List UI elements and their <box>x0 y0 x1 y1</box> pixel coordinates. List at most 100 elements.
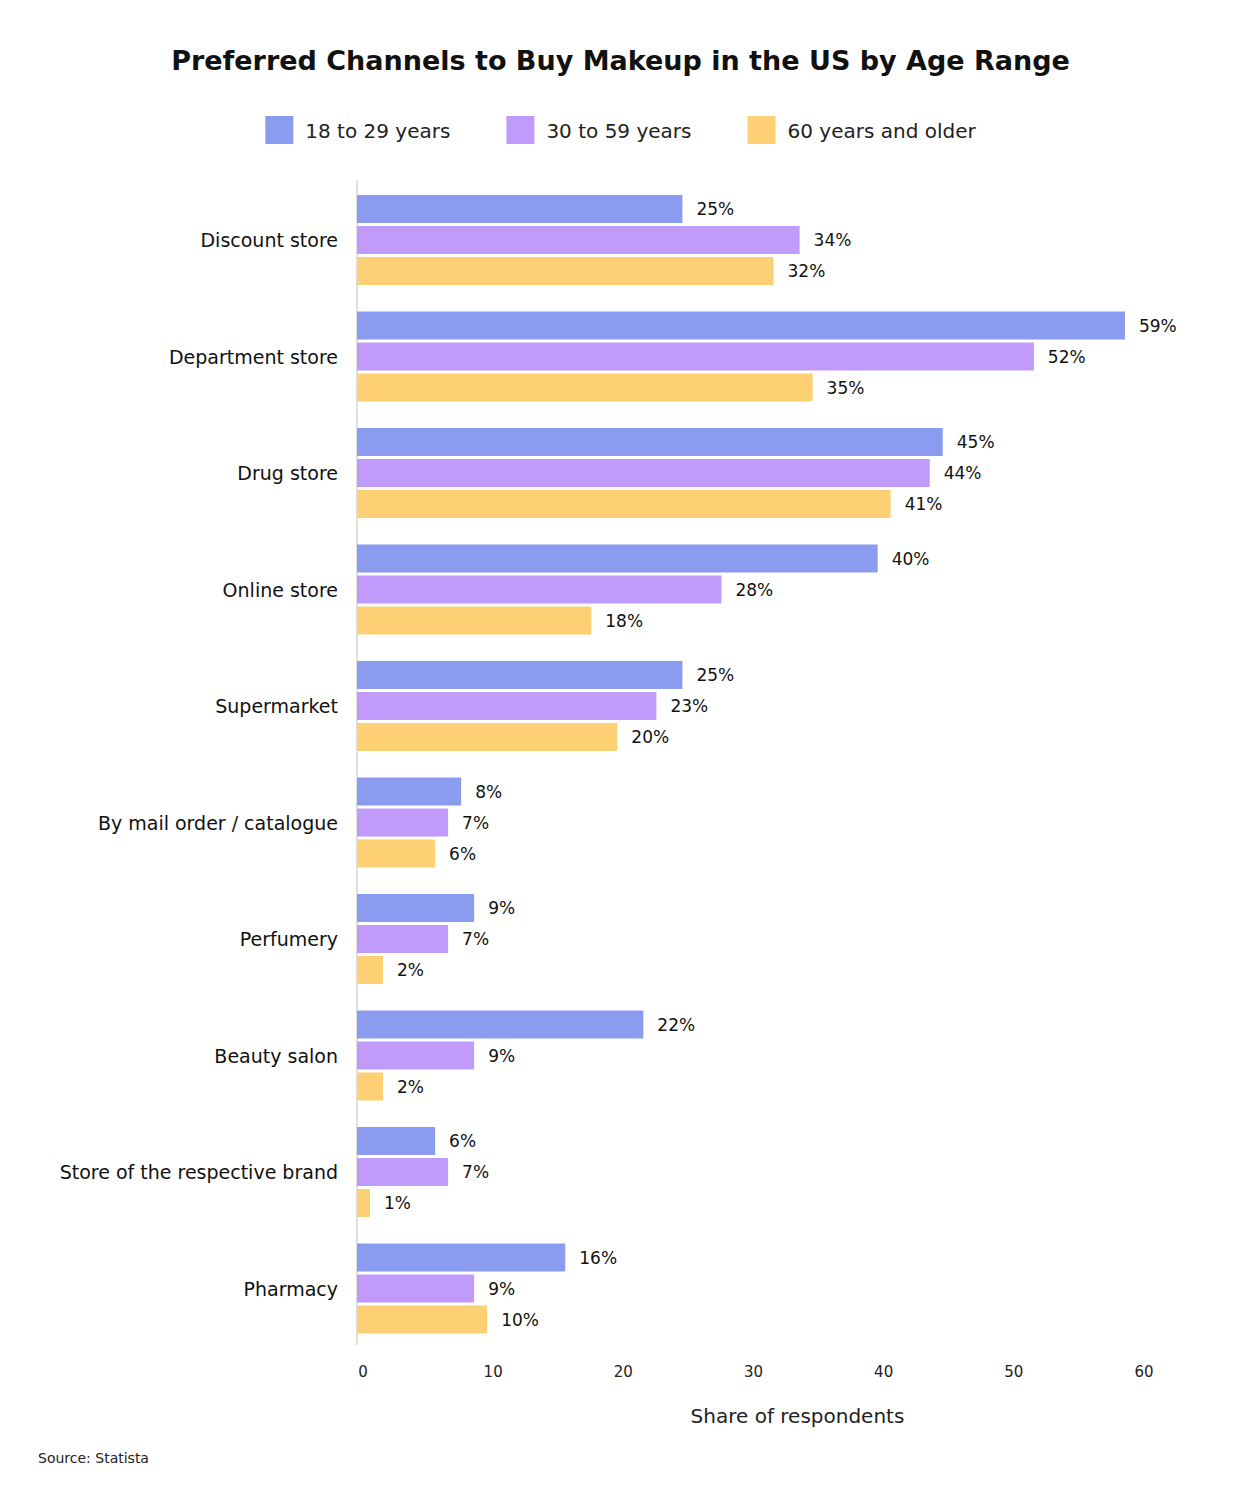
data-label: 7% <box>462 813 489 833</box>
data-label: 7% <box>462 1162 489 1182</box>
bar <box>357 257 774 285</box>
data-label: 25% <box>696 199 734 219</box>
bar <box>357 459 930 487</box>
category-label: Supermarket <box>215 695 338 717</box>
data-label: 9% <box>488 898 515 918</box>
bar <box>357 226 800 254</box>
title: Preferred Channels to Buy Makeup in the … <box>171 45 1070 76</box>
x-tick-label: 40 <box>874 1363 893 1381</box>
data-label: 6% <box>449 844 476 864</box>
bar <box>357 576 721 604</box>
bar <box>357 1127 435 1155</box>
category-label: Beauty salon <box>214 1045 338 1067</box>
data-label: 22% <box>657 1015 695 1035</box>
bar <box>357 312 1125 340</box>
bar <box>357 1275 474 1303</box>
x-tick <box>877 1345 878 1349</box>
bar <box>357 343 1034 371</box>
data-label: 28% <box>735 580 773 600</box>
legend-item: 18 to 29 years <box>265 116 450 144</box>
x-tick <box>1007 1345 1008 1349</box>
data-label: 44% <box>944 463 982 483</box>
data-label: 52% <box>1048 347 1086 367</box>
x-tick <box>747 1345 748 1349</box>
data-label: 45% <box>957 432 995 452</box>
data-label: 25% <box>696 665 734 685</box>
bar <box>357 1158 448 1186</box>
data-label: 10% <box>501 1310 539 1330</box>
bar <box>357 545 878 573</box>
x-tick-label: 50 <box>1004 1363 1023 1381</box>
data-label: 2% <box>397 1077 424 1097</box>
bar <box>357 1042 474 1070</box>
bar <box>357 607 591 635</box>
data-label: 16% <box>579 1248 617 1268</box>
x-tick-label: 60 <box>1134 1363 1153 1381</box>
data-label: 6% <box>449 1131 476 1151</box>
legend-swatch <box>747 116 775 144</box>
legend-label: 18 to 29 years <box>305 119 450 143</box>
data-label: 1% <box>384 1193 411 1213</box>
bar <box>357 1073 383 1101</box>
bar <box>357 1189 370 1217</box>
source: Source: Statista <box>38 1450 149 1466</box>
data-label: 7% <box>462 929 489 949</box>
data-label: 20% <box>631 727 669 747</box>
bar <box>357 956 383 984</box>
data-label: 40% <box>892 549 930 569</box>
bar <box>357 374 813 402</box>
x-tick-label: 10 <box>484 1363 503 1381</box>
bar <box>357 894 474 922</box>
x-tick <box>617 1345 618 1349</box>
x-tick-label: 20 <box>614 1363 633 1381</box>
data-label: 41% <box>905 494 943 514</box>
bar <box>357 840 435 868</box>
x-tick <box>1138 1345 1139 1349</box>
legend-label: 30 to 59 years <box>546 119 691 143</box>
legend: 18 to 29 years 30 to 59 years 60 years and… <box>265 116 976 144</box>
x-tick <box>357 1345 358 1349</box>
data-label: 18% <box>605 611 643 631</box>
data-labels: 25% 34% 32% 59% 52% 35% 45% 44%41% 40% 28% 18% 25% 2… <box>384 199 1177 1330</box>
bar <box>357 925 448 953</box>
legend-item: 30 to 59 years <box>506 116 691 144</box>
chart: Preferred Channels to Buy Makeup in the … <box>0 0 1241 1501</box>
data-label: 23% <box>670 696 708 716</box>
bar <box>357 490 891 518</box>
bar <box>357 661 682 689</box>
bar <box>357 1244 565 1272</box>
legend-swatch <box>265 116 293 144</box>
legend-item: 60 years and older <box>747 116 976 144</box>
data-label: 59% <box>1139 316 1177 336</box>
data-label: 34% <box>814 230 852 250</box>
category-label: Pharmacy <box>244 1278 338 1300</box>
legend-label: 60 years and older <box>787 119 976 143</box>
category-label: By mail order / catalogue <box>98 812 338 834</box>
x-tick-label: 30 <box>744 1363 763 1381</box>
x-tick <box>487 1345 488 1349</box>
data-label: 8% <box>475 782 502 802</box>
bar <box>357 809 448 837</box>
bar <box>357 428 943 456</box>
category-label: Department store <box>169 346 338 368</box>
category-label: Perfumery <box>240 928 338 950</box>
data-label: 2% <box>397 960 424 980</box>
bar <box>357 1306 487 1334</box>
data-label: 9% <box>488 1279 515 1299</box>
bar <box>357 778 461 806</box>
data-label: 32% <box>788 261 826 281</box>
bar <box>357 692 656 720</box>
category-label: Discount store <box>200 229 338 251</box>
bar <box>357 723 617 751</box>
bar <box>357 195 682 223</box>
category-label: Drug store <box>237 462 338 484</box>
bars <box>357 195 1125 1334</box>
bar <box>357 1011 643 1039</box>
category-label: Store of the respective brand <box>60 1161 338 1183</box>
x-axis-label: Share of respondents <box>691 1404 905 1428</box>
legend-swatch <box>506 116 534 144</box>
data-label: 35% <box>827 378 865 398</box>
category-label: Online store <box>223 579 338 601</box>
x-tick-label: 0 <box>358 1363 368 1381</box>
data-label: 9% <box>488 1046 515 1066</box>
